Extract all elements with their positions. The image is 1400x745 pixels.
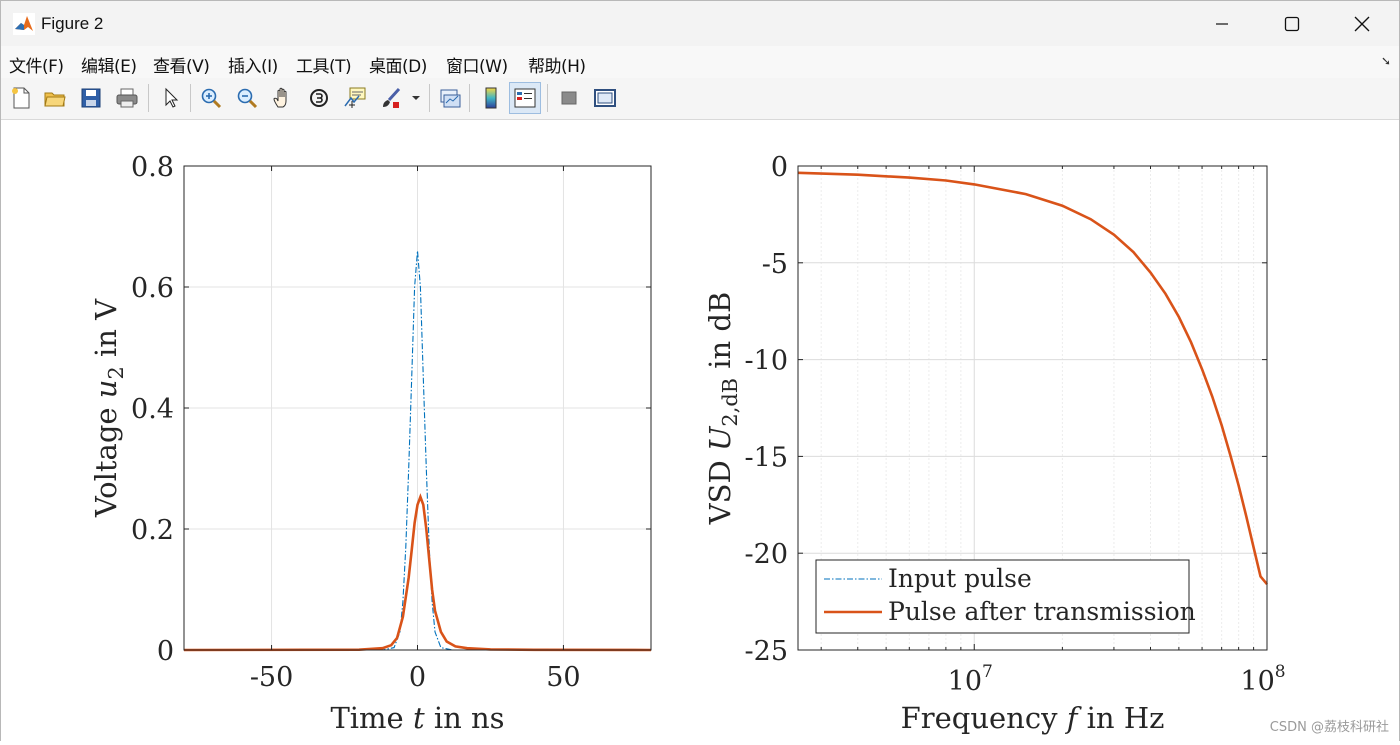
title-bar: Figure 2 [1,1,1399,46]
freq-x-axis-label: Frequency f in Hz [901,701,1165,735]
link-plot-icon [440,89,461,108]
window-title: Figure 2 [41,14,104,33]
frequency-chart: 107 108 0 -5 -10 -15 -20 -25 Frequency f in Hz VS… [703,152,1286,735]
freq-axes-box [797,165,1268,651]
chevron-down-icon [412,96,420,100]
close-icon [1354,16,1370,31]
freq-y-tick-label: -5 [762,249,788,280]
maximize-button[interactable] [1257,1,1327,46]
toolbar-separator [469,84,470,112]
toolbar-separator [148,84,149,112]
toolbar-separator [190,84,191,112]
menu-window[interactable]: 窗口(W) [446,57,508,77]
hide-plot-tools-button[interactable] [553,82,585,114]
time-y-axis-label: Voltage u2 in V [89,298,128,518]
new-figure-icon [12,87,30,109]
link-plot-button[interactable] [434,82,466,114]
data-cursor-icon [344,87,366,108]
legend-label-input-pulse: Input pulse [888,564,1032,593]
save-icon [81,88,101,108]
show-plot-tools-icon [594,89,616,107]
rotate-3d-button[interactable] [303,82,335,114]
freq-y-tick-label: 0 [771,152,788,183]
time-x-tick-label: 0 [409,662,426,693]
menu-edit[interactable]: 编辑(E) [81,57,137,77]
colorbar-button[interactable] [475,82,507,114]
rotate-3d-icon [310,89,328,107]
freq-y-tick-label: -20 [745,539,788,570]
menu-tools[interactable]: 工具(T) [296,57,352,77]
dock-arrow-icon[interactable]: ➘ [1380,54,1391,68]
watermark: CSDN @荔枝科研社 [1269,720,1389,735]
toolbar-separator [547,84,548,112]
zoom-out-icon [237,88,258,109]
select-arrow-icon [165,87,179,108]
close-button[interactable] [1327,1,1397,46]
hide-plot-tools-icon [561,91,577,105]
print-icon [116,88,138,108]
legend-button[interactable] [509,82,541,114]
matlab-logo-icon [13,13,35,35]
menu-view[interactable]: 查看(V) [153,57,210,77]
colorbar-icon [485,87,497,109]
legend-box [815,559,1190,634]
freq-y-tick-label: -10 [745,346,788,377]
menu-bar: 文件(F) 编辑(E) 查看(V) 插入(I) 工具(T) 桌面(D) 窗口(W… [1,46,1399,78]
zoom-out-button[interactable] [231,82,263,114]
show-plot-tools-button[interactable] [589,82,621,114]
open-file-button[interactable] [39,82,71,114]
menu-desktop[interactable]: 桌面(D) [369,57,427,77]
menu-insert[interactable]: 插入(I) [228,57,278,77]
brush-icon [383,87,401,108]
pan-hand-icon [273,87,287,108]
zoom-in-icon [201,88,222,109]
zoom-in-button[interactable] [195,82,227,114]
toolbar-separator [429,84,430,112]
freq-y-tick-label: -25 [745,636,788,667]
time-x-axis-label: Time t in ns [330,701,504,735]
maximize-icon [1284,16,1300,31]
freq-y-axis-label: VSD U2,dB in dB [703,292,742,526]
time-y-tick-label: 0.2 [131,515,174,546]
time-y-tick-label: 0 [157,636,174,667]
new-figure-button[interactable] [5,82,37,114]
pan-button[interactable] [267,82,299,114]
figure-toolbar [1,78,1399,120]
minimize-icon [1216,22,1228,25]
time-y-tick-label: 0.6 [131,273,174,304]
time-x-tick-label: 50 [546,662,580,693]
freq-y-tick-label: -15 [745,442,788,473]
save-button[interactable] [75,82,107,114]
freq-legend: Input pulse Pulse after transmission [815,559,1196,634]
data-cursor-button[interactable] [339,82,371,114]
legend-icon [514,88,536,108]
time-y-tick-label: 0.4 [131,394,174,425]
legend-label-pulse-after-transmission: Pulse after transmission [888,597,1196,626]
freq-x-tick-label: 108 [1240,662,1285,697]
figure-canvas: -50 0 50 0 0.2 0.4 0.6 0.8 Time t in ns Voltage u… [1,120,1399,741]
print-button[interactable] [111,82,143,114]
time-y-tick-label: 0.8 [131,152,174,183]
time-x-tick-label: -50 [250,662,293,693]
select-button[interactable] [155,82,187,114]
time-chart: -50 0 50 0 0.2 0.4 0.6 0.8 Time t in ns Voltage u… [89,152,652,735]
brush-button[interactable] [375,82,407,114]
menu-file[interactable]: 文件(F) [9,57,64,77]
time-series-pulse-after-transmission [183,493,652,652]
brush-dropdown-button[interactable] [407,82,425,114]
freq-x-tick-label: 107 [948,662,993,697]
freq-series-pulse-after-transmission [797,171,1268,586]
open-file-icon [44,92,66,107]
minimize-button[interactable] [1187,1,1257,46]
menu-help[interactable]: 帮助(H) [528,57,586,77]
